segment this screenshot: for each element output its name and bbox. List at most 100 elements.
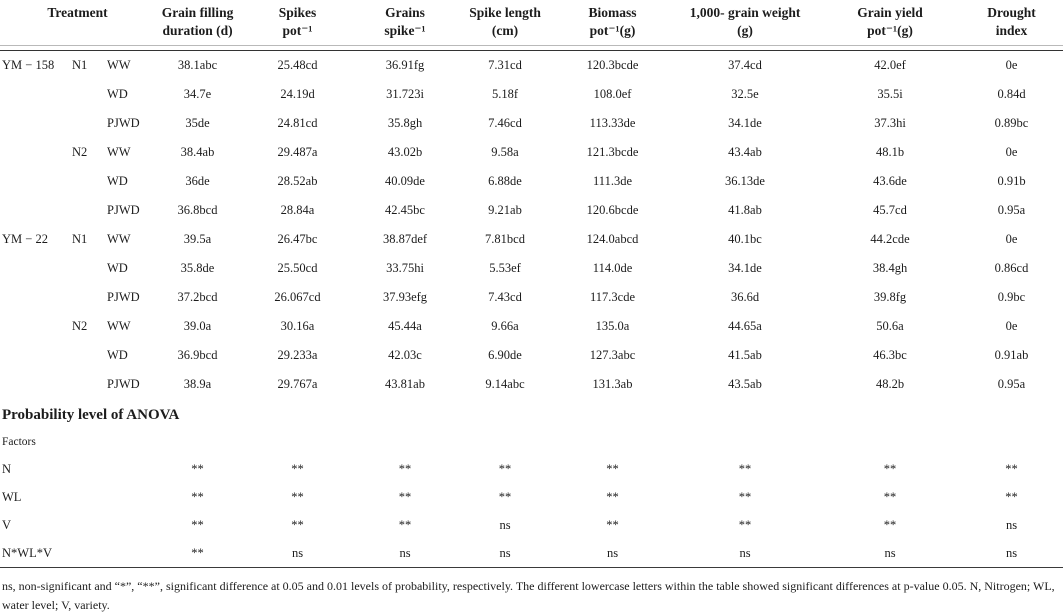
spike-length-value: 9.14abc xyxy=(485,376,525,391)
water-treatment-cell: WD xyxy=(107,260,128,275)
nitrogen-cell xyxy=(70,254,105,283)
biomass-per-pot-value: 121.3bcde xyxy=(586,144,639,159)
header-line2: spike⁻¹ xyxy=(384,22,426,38)
spikes-per-pot-value: 29.233a xyxy=(277,347,318,362)
anova-significance-value: ** xyxy=(1005,490,1018,505)
header-line2: pot⁻¹(g) xyxy=(589,22,636,38)
grain-yield-per-pot-value: 46.3bc xyxy=(873,347,907,362)
spikes-per-pot-value: 26.067cd xyxy=(274,289,321,304)
spike-length-value: 5.53ef xyxy=(489,260,521,275)
grains-per-spike-value: 42.45bc xyxy=(385,202,425,217)
anova-significance-value: ns xyxy=(499,545,511,560)
table-row: PJWD 38.9a 29.767a 43.81ab 9.14abc 131.3… xyxy=(0,370,1063,399)
anova-significance-value: ** xyxy=(1005,462,1018,477)
table-row: WD 34.7e 24.19d 31.723i 5.18f 108.0ef 32… xyxy=(0,80,1063,109)
anova-significance-value: ** xyxy=(398,462,412,477)
anova-section-heading-row: Probability level of ANOVA xyxy=(0,399,1063,429)
grain-yield-per-pot-value: 45.7cd xyxy=(873,202,907,217)
header-line2: pot⁻¹(g) xyxy=(867,22,913,38)
nitrogen-cell xyxy=(70,341,105,370)
variety-cell: YM − 158 xyxy=(2,57,55,72)
anova-significance-value: ** xyxy=(883,462,897,477)
grain-yield-per-pot-value: 42.0ef xyxy=(874,57,906,72)
header-line1: Grains xyxy=(385,5,425,20)
header-spikes-per-pot: Spikes pot⁻¹ xyxy=(240,2,356,47)
anova-factor-label: N xyxy=(2,462,12,477)
variety-cell xyxy=(0,80,70,109)
grain-filling-duration-value: 39.0a xyxy=(183,318,212,333)
grain-filling-duration-value: 34.7e xyxy=(183,86,212,101)
grain-yield-per-pot-value: 39.8fg xyxy=(873,289,907,304)
anova-row: WL ** ** ** ** ** ** ** ** xyxy=(0,484,1063,512)
water-treatment-cell: WD xyxy=(107,347,128,362)
grain-filling-duration-value: 36de xyxy=(185,173,210,188)
water-treatment-cell: WD xyxy=(107,86,128,101)
table-row: WD 36de 28.52ab 40.09de 6.88de 111.3de 3… xyxy=(0,167,1063,196)
spike-length-value: 7.31cd xyxy=(488,57,522,72)
anova-significance-value: ** xyxy=(191,545,204,560)
grain-yield-per-pot-value: 48.2b xyxy=(875,376,905,391)
thousand-grain-weight-value: 36.6d xyxy=(730,289,760,304)
anova-significance-value: ** xyxy=(191,462,204,477)
grains-per-spike-value: 43.02b xyxy=(387,144,423,159)
thousand-grain-weight-value: 44.65a xyxy=(728,318,762,333)
drought-index-value: 0e xyxy=(1005,57,1018,72)
drought-index-value: 0.91b xyxy=(997,173,1026,188)
variety-cell xyxy=(0,167,70,196)
spike-length-value: 7.46cd xyxy=(488,115,522,130)
biomass-per-pot-value: 131.3ab xyxy=(592,376,633,391)
thousand-grain-weight-value: 34.1de xyxy=(728,260,762,275)
thousand-grain-weight-value: 40.1bc xyxy=(728,231,762,246)
drought-index-value: 0.86cd xyxy=(994,260,1029,275)
thousand-grain-weight-value: 41.8ab xyxy=(728,202,762,217)
drought-index-value: 0e xyxy=(1005,144,1018,159)
header-line1: Drought xyxy=(987,5,1036,20)
nitrogen-cell: N1 xyxy=(72,57,88,72)
water-treatment-cell: PJWD xyxy=(107,115,140,130)
header-grain-yield-per-pot: Grain yield pot⁻¹(g) xyxy=(820,2,961,47)
anova-significance-value: ns xyxy=(399,545,411,560)
drought-index-value: 0.89bc xyxy=(994,115,1029,130)
thousand-grain-weight-value: 32.5e xyxy=(731,86,759,101)
factors-label-row: Factors xyxy=(0,429,1063,456)
grain-yield-per-pot-value: 50.6a xyxy=(876,318,904,333)
header-line2: index xyxy=(995,22,1028,38)
grain-filling-duration-value: 35.8de xyxy=(180,260,215,275)
anova-significance-value: ** xyxy=(191,518,204,533)
nitrogen-cell xyxy=(70,80,105,109)
factors-label: Factors xyxy=(2,436,36,449)
variety-cell xyxy=(0,196,70,225)
biomass-per-pot-value: 120.3bcde xyxy=(586,57,639,72)
thousand-grain-weight-value: 41.5ab xyxy=(728,347,762,362)
drought-index-value: 0.95a xyxy=(997,376,1026,391)
grains-per-spike-value: 45.44a xyxy=(388,318,422,333)
header-line2: (cm) xyxy=(491,22,519,38)
grain-yield-per-pot-value: 43.6de xyxy=(873,173,907,188)
spike-length-value: 9.21ab xyxy=(488,202,522,217)
header-drought-index: Drought index xyxy=(960,2,1063,47)
anova-significance-value: ** xyxy=(738,490,752,505)
anova-factor-label: WL xyxy=(2,490,22,505)
table-row: PJWD 35de 24.81cd 35.8gh 7.46cd 113.33de… xyxy=(0,109,1063,138)
header-spike-length: Spike length (cm) xyxy=(455,2,556,47)
anova-significance-value: ** xyxy=(738,518,752,533)
anova-significance-value: ** xyxy=(883,490,897,505)
header-line1: Grain filling xyxy=(161,5,234,20)
header-line2: duration (d) xyxy=(162,22,233,38)
drought-index-value: 0.91ab xyxy=(994,347,1029,362)
nitrogen-cell xyxy=(70,196,105,225)
anova-significance-value: ** xyxy=(191,490,204,505)
anova-significance-value: ** xyxy=(738,462,752,477)
header-line1: Treatment xyxy=(47,5,108,20)
water-treatment-cell: PJWD xyxy=(107,376,140,391)
spike-length-value: 7.81bcd xyxy=(485,231,525,246)
water-treatment-cell: WW xyxy=(107,57,131,72)
grain-yield-per-pot-value: 35.5i xyxy=(877,86,903,101)
header-row: Treatment Grain filling duration (d) Spi… xyxy=(0,2,1063,47)
header-grain-filling-duration: Grain filling duration (d) xyxy=(155,2,241,47)
anova-significance-value: ** xyxy=(398,518,412,533)
variety-cell xyxy=(0,283,70,312)
biomass-per-pot-value: 120.6bcde xyxy=(586,202,639,217)
anova-significance-value: ns xyxy=(606,545,619,560)
grains-per-spike-value: 38.87def xyxy=(382,231,428,246)
